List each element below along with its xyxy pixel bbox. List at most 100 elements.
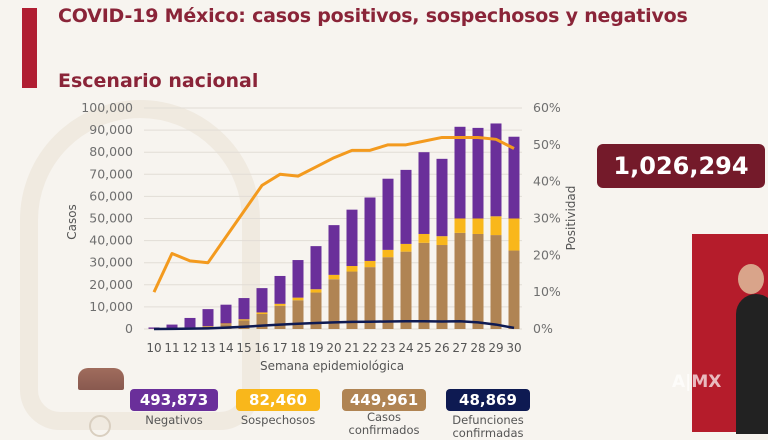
y2-tick-label: 0% <box>533 321 553 336</box>
y2-tick-label: 20% <box>533 247 561 262</box>
bar-sospechosos <box>455 219 466 233</box>
y2-axis-title: Positividad <box>564 186 578 251</box>
bar-sospechosos <box>275 304 286 306</box>
bar-sospechosos <box>401 244 412 252</box>
y-tick-label: 90,000 <box>89 122 133 137</box>
bar-casos-confirmados <box>437 245 448 329</box>
bar-negativos <box>401 170 412 244</box>
y2-tick-label: 50% <box>533 137 561 152</box>
x-tick-label: 25 <box>416 341 431 355</box>
bar-casos-confirmados <box>383 257 394 329</box>
x-tick-label: 17 <box>272 341 287 355</box>
bar-sospechosos <box>437 236 448 245</box>
x-tick-label: 26 <box>434 341 449 355</box>
bar-negativos <box>455 127 466 219</box>
x-tick-label: 24 <box>398 341 413 355</box>
sign-language-interpreter-video <box>692 234 768 432</box>
bar-sospechosos <box>329 275 340 279</box>
government-seal-logo <box>89 415 111 437</box>
interpreter-head <box>738 264 764 294</box>
legend-sospechosos-value: 82,460 <box>236 389 320 411</box>
bar-sospechosos <box>239 319 250 320</box>
x-tick-label: 18 <box>290 341 305 355</box>
y2-tick-label: 60% <box>533 100 561 115</box>
y-tick-label: 70,000 <box>89 166 133 181</box>
x-tick-label: 20 <box>326 341 341 355</box>
y2-tick-label: 40% <box>533 174 561 189</box>
y-tick-label: 0 <box>125 321 133 336</box>
y-axis-title: Casos <box>65 204 79 240</box>
x-tick-label: 11 <box>164 341 179 355</box>
y-tick-label: 50,000 <box>89 211 133 226</box>
bar-casos-confirmados <box>473 234 484 329</box>
y-tick-label: 80,000 <box>89 144 133 159</box>
x-tick-label: 29 <box>488 341 503 355</box>
bar-sospechosos <box>383 250 394 257</box>
bar-sospechosos <box>473 219 484 234</box>
bar-negativos <box>203 309 214 326</box>
y-tick-label: 10,000 <box>89 299 133 314</box>
interpreter-body <box>736 294 768 434</box>
bar-sospechosos <box>257 312 268 314</box>
bar-sospechosos <box>509 219 520 251</box>
y-axis-ticks: 010,00020,00030,00040,00050,00060,00070,… <box>81 100 133 336</box>
total-tests-badge: 1,026,294 <box>597 144 765 188</box>
bar-casos-confirmados <box>509 251 520 329</box>
bar-casos-confirmados <box>491 235 502 329</box>
bar-negativos <box>473 128 484 219</box>
bar-negativos <box>491 123 502 216</box>
x-tick-label: 28 <box>470 341 485 355</box>
x-tick-label: 12 <box>182 341 197 355</box>
x-tick-label: 27 <box>452 341 467 355</box>
legend-negativos-label: Negativos <box>130 414 218 427</box>
bar-casos-confirmados <box>419 243 430 329</box>
legend-sospechosos-label: Sospechosos <box>236 414 320 427</box>
bar-sospechosos <box>419 234 430 243</box>
bar-negativos <box>365 198 376 261</box>
x-tick-label: 14 <box>218 341 233 355</box>
bar-casos-confirmados <box>455 233 466 329</box>
bar-sospechosos <box>365 261 376 267</box>
heroes-logo <box>78 368 124 390</box>
x-axis-title: Semana epidemiológica <box>260 359 404 373</box>
bar-sospechosos <box>491 216 502 235</box>
bar-negativos <box>221 305 232 324</box>
legend-confirmados-value: 449,961 <box>342 389 426 411</box>
watermark-logo: A|MX <box>672 372 721 392</box>
bar-sospechosos <box>347 266 358 272</box>
bar-sospechosos <box>293 298 304 301</box>
x-tick-label: 23 <box>380 341 395 355</box>
legend-defunciones-value: 48,869 <box>446 389 530 411</box>
bar-negativos <box>311 246 322 289</box>
x-tick-label: 30 <box>506 341 521 355</box>
bar-negativos <box>419 152 430 234</box>
y-tick-label: 60,000 <box>89 188 133 203</box>
bar-negativos <box>185 318 196 328</box>
bar-negativos <box>275 276 286 304</box>
bar-negativos <box>293 260 304 298</box>
x-tick-label: 15 <box>236 341 251 355</box>
bar-negativos <box>437 159 448 236</box>
x-tick-label: 13 <box>200 341 215 355</box>
bar-casos-confirmados <box>401 252 412 329</box>
bar-negativos <box>347 210 358 266</box>
bar-casos-confirmados <box>347 272 358 329</box>
y-tick-label: 40,000 <box>89 233 133 248</box>
y-tick-label: 20,000 <box>89 277 133 292</box>
y2-axis-ticks: 0% 10% 20% 30% 40% 50% 60% <box>533 100 561 336</box>
bars <box>149 123 520 329</box>
bar-negativos <box>239 298 250 319</box>
bar-negativos <box>383 179 394 250</box>
y2-tick-label: 30% <box>533 211 561 226</box>
x-tick-label: 21 <box>344 341 359 355</box>
y-tick-label: 100,000 <box>81 100 133 115</box>
x-tick-label: 10 <box>146 341 161 355</box>
y2-tick-label: 10% <box>533 284 561 299</box>
bar-negativos <box>509 137 520 219</box>
bar-negativos <box>257 288 268 312</box>
legend-negativos-value: 493,873 <box>130 389 218 411</box>
bar-casos-confirmados <box>365 267 376 329</box>
